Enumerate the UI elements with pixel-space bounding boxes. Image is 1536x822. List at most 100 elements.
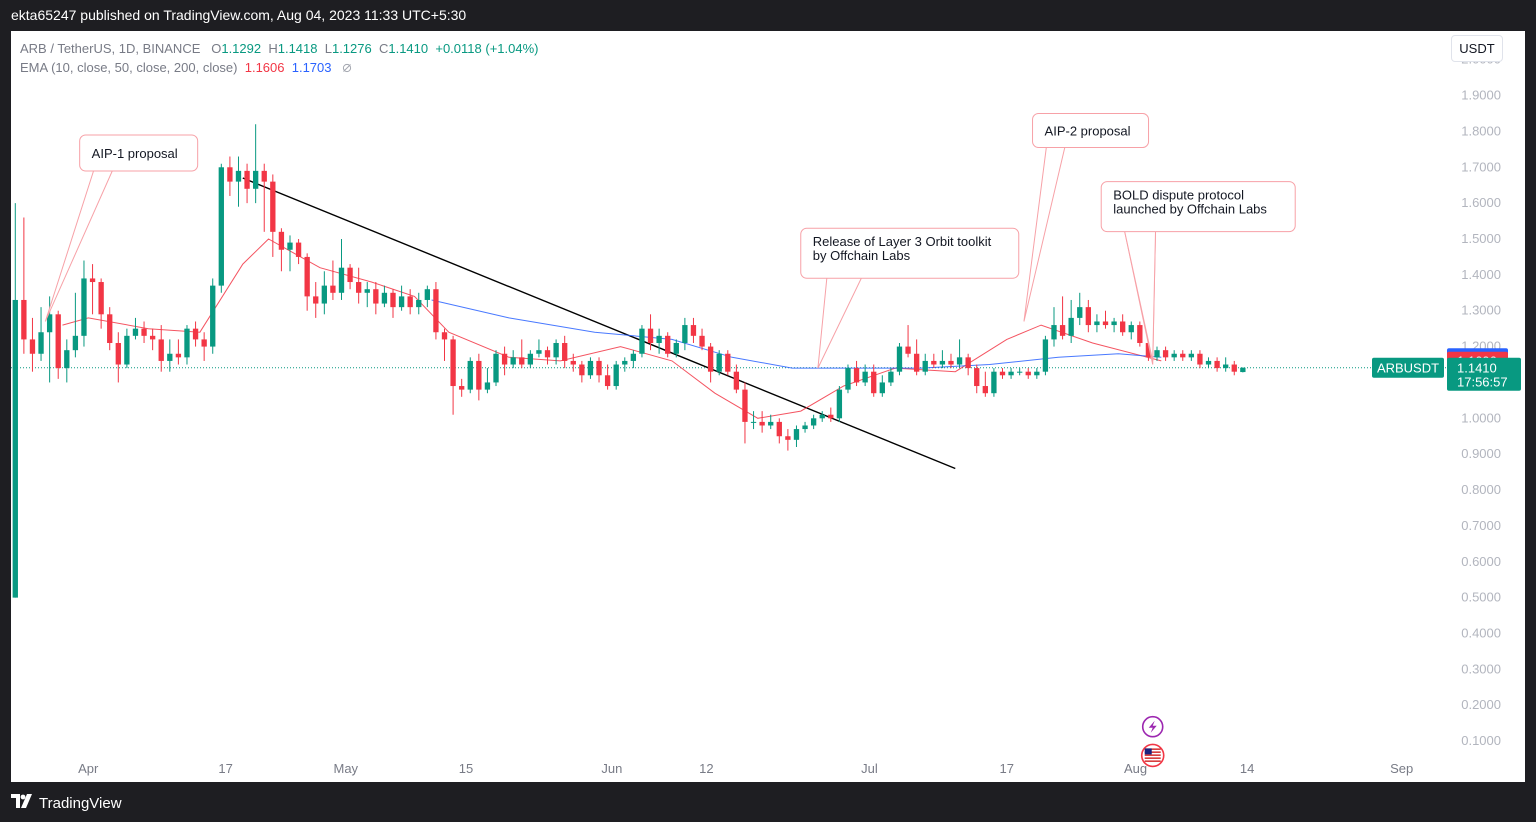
candle-body xyxy=(630,353,637,361)
last-price-text: 1.1410 xyxy=(1457,361,1497,376)
candle-body xyxy=(398,296,405,308)
candle-body xyxy=(819,414,825,419)
candle-body xyxy=(699,335,705,347)
candle-body xyxy=(673,343,679,354)
lightning-icon xyxy=(1141,715,1164,738)
candle-body xyxy=(304,256,310,297)
candle-body xyxy=(244,170,250,189)
legend-ema-label[interactable]: EMA (10, close, 50, close, 200, close) xyxy=(20,60,238,75)
candle-body xyxy=(922,360,928,372)
candle-body xyxy=(141,328,147,336)
candle-body xyxy=(1162,350,1169,358)
published-text: ekta65247 published on TradingView.com, … xyxy=(11,7,467,23)
candle xyxy=(107,307,113,351)
candle-body xyxy=(1171,353,1177,358)
candle xyxy=(630,350,637,369)
candle xyxy=(1223,357,1229,372)
us-flag-canton xyxy=(1144,748,1152,755)
candle xyxy=(1102,310,1109,329)
candle xyxy=(845,364,851,394)
candle xyxy=(1214,357,1220,372)
candle xyxy=(1128,321,1134,340)
candle-body xyxy=(1068,317,1074,336)
x-tick-label: 17 xyxy=(218,761,232,776)
time-axis: Apr 17 May 15 Jun 12 Jul 17 Aug 14 Sep xyxy=(78,761,1413,776)
currency-button[interactable]: USDT xyxy=(1451,35,1503,62)
candle xyxy=(913,339,920,376)
us-flag-icon xyxy=(1140,743,1165,768)
candle xyxy=(999,368,1006,379)
candle-body xyxy=(1128,325,1134,333)
candle xyxy=(759,411,765,433)
y-tick-label: 0.3000 xyxy=(1461,661,1501,676)
x-tick-label: May xyxy=(334,761,359,776)
legend-open-label: O xyxy=(211,41,222,56)
symbol-tag-text: ARBUSDT xyxy=(1377,361,1439,376)
candle-body xyxy=(527,353,534,365)
candle-body xyxy=(424,289,431,300)
x-tick-label: Sep xyxy=(1390,761,1413,776)
candle-body xyxy=(46,314,53,333)
price-chart[interactable]: AIP-1 proposal Release of Layer 3 Orbit t… xyxy=(11,31,1525,782)
eye-off-icon[interactable] xyxy=(339,60,353,75)
candle xyxy=(330,260,336,300)
candle xyxy=(218,163,224,293)
candle xyxy=(622,357,628,372)
candle xyxy=(1231,360,1237,376)
candle xyxy=(862,364,868,387)
published-header: ekta65247 published on TradingView.com, … xyxy=(0,0,1536,31)
x-tick-label: 15 xyxy=(459,761,473,776)
annotation-box xyxy=(79,134,199,172)
candle-body xyxy=(29,339,36,354)
x-tick-label: Jul xyxy=(861,761,878,776)
candle xyxy=(682,317,688,351)
candle-body xyxy=(682,325,688,343)
candle xyxy=(553,339,559,365)
candle-body xyxy=(622,360,628,365)
symbol-tag xyxy=(1372,357,1444,378)
us-flag-stripe xyxy=(1144,757,1161,759)
legend-symbol[interactable]: ARB / TetherUS, 1D, BINANCE xyxy=(20,41,201,56)
candle-body xyxy=(459,386,465,390)
candle xyxy=(785,429,791,451)
candle xyxy=(931,353,937,369)
candle xyxy=(725,350,731,376)
candle xyxy=(819,411,825,422)
annotation-callout: AIP-1 proposal xyxy=(44,134,199,322)
candle xyxy=(81,260,87,347)
candle xyxy=(768,414,774,430)
candle xyxy=(596,357,602,383)
candle xyxy=(347,264,353,290)
candle xyxy=(1042,335,1049,376)
candle-body xyxy=(690,325,697,336)
candle-body xyxy=(1180,353,1186,358)
y-tick-label: 1.6000 xyxy=(1461,195,1501,210)
candle xyxy=(373,282,379,315)
candle xyxy=(1077,292,1083,326)
candle-body xyxy=(287,242,293,250)
candle-body xyxy=(433,289,439,333)
tradingview-logo[interactable]: TradingView xyxy=(11,792,122,814)
candle-body xyxy=(544,350,551,358)
candle xyxy=(699,328,705,351)
candle-body xyxy=(553,343,559,358)
annotation-box xyxy=(800,227,1020,279)
candle xyxy=(802,421,808,433)
annotation-callout: AIP-2 proposal xyxy=(1023,112,1150,322)
candle xyxy=(1120,314,1126,336)
candle-body xyxy=(235,170,242,182)
candle-body xyxy=(1025,371,1031,376)
candle-body xyxy=(1231,364,1237,372)
chart-panel[interactable]: AIP-1 proposal Release of Layer 3 Orbit t… xyxy=(11,31,1525,782)
candle-body xyxy=(776,421,782,437)
legend-close-label: C xyxy=(378,41,389,56)
y-tick-label: 1.8000 xyxy=(1461,123,1501,138)
candle-body xyxy=(579,364,585,376)
candle xyxy=(665,332,671,358)
candle xyxy=(707,343,714,383)
candle xyxy=(227,156,233,196)
candle-body xyxy=(158,339,164,361)
x-tick-label: 17 xyxy=(1000,761,1014,776)
candle-body xyxy=(450,339,456,387)
candle xyxy=(184,325,190,365)
